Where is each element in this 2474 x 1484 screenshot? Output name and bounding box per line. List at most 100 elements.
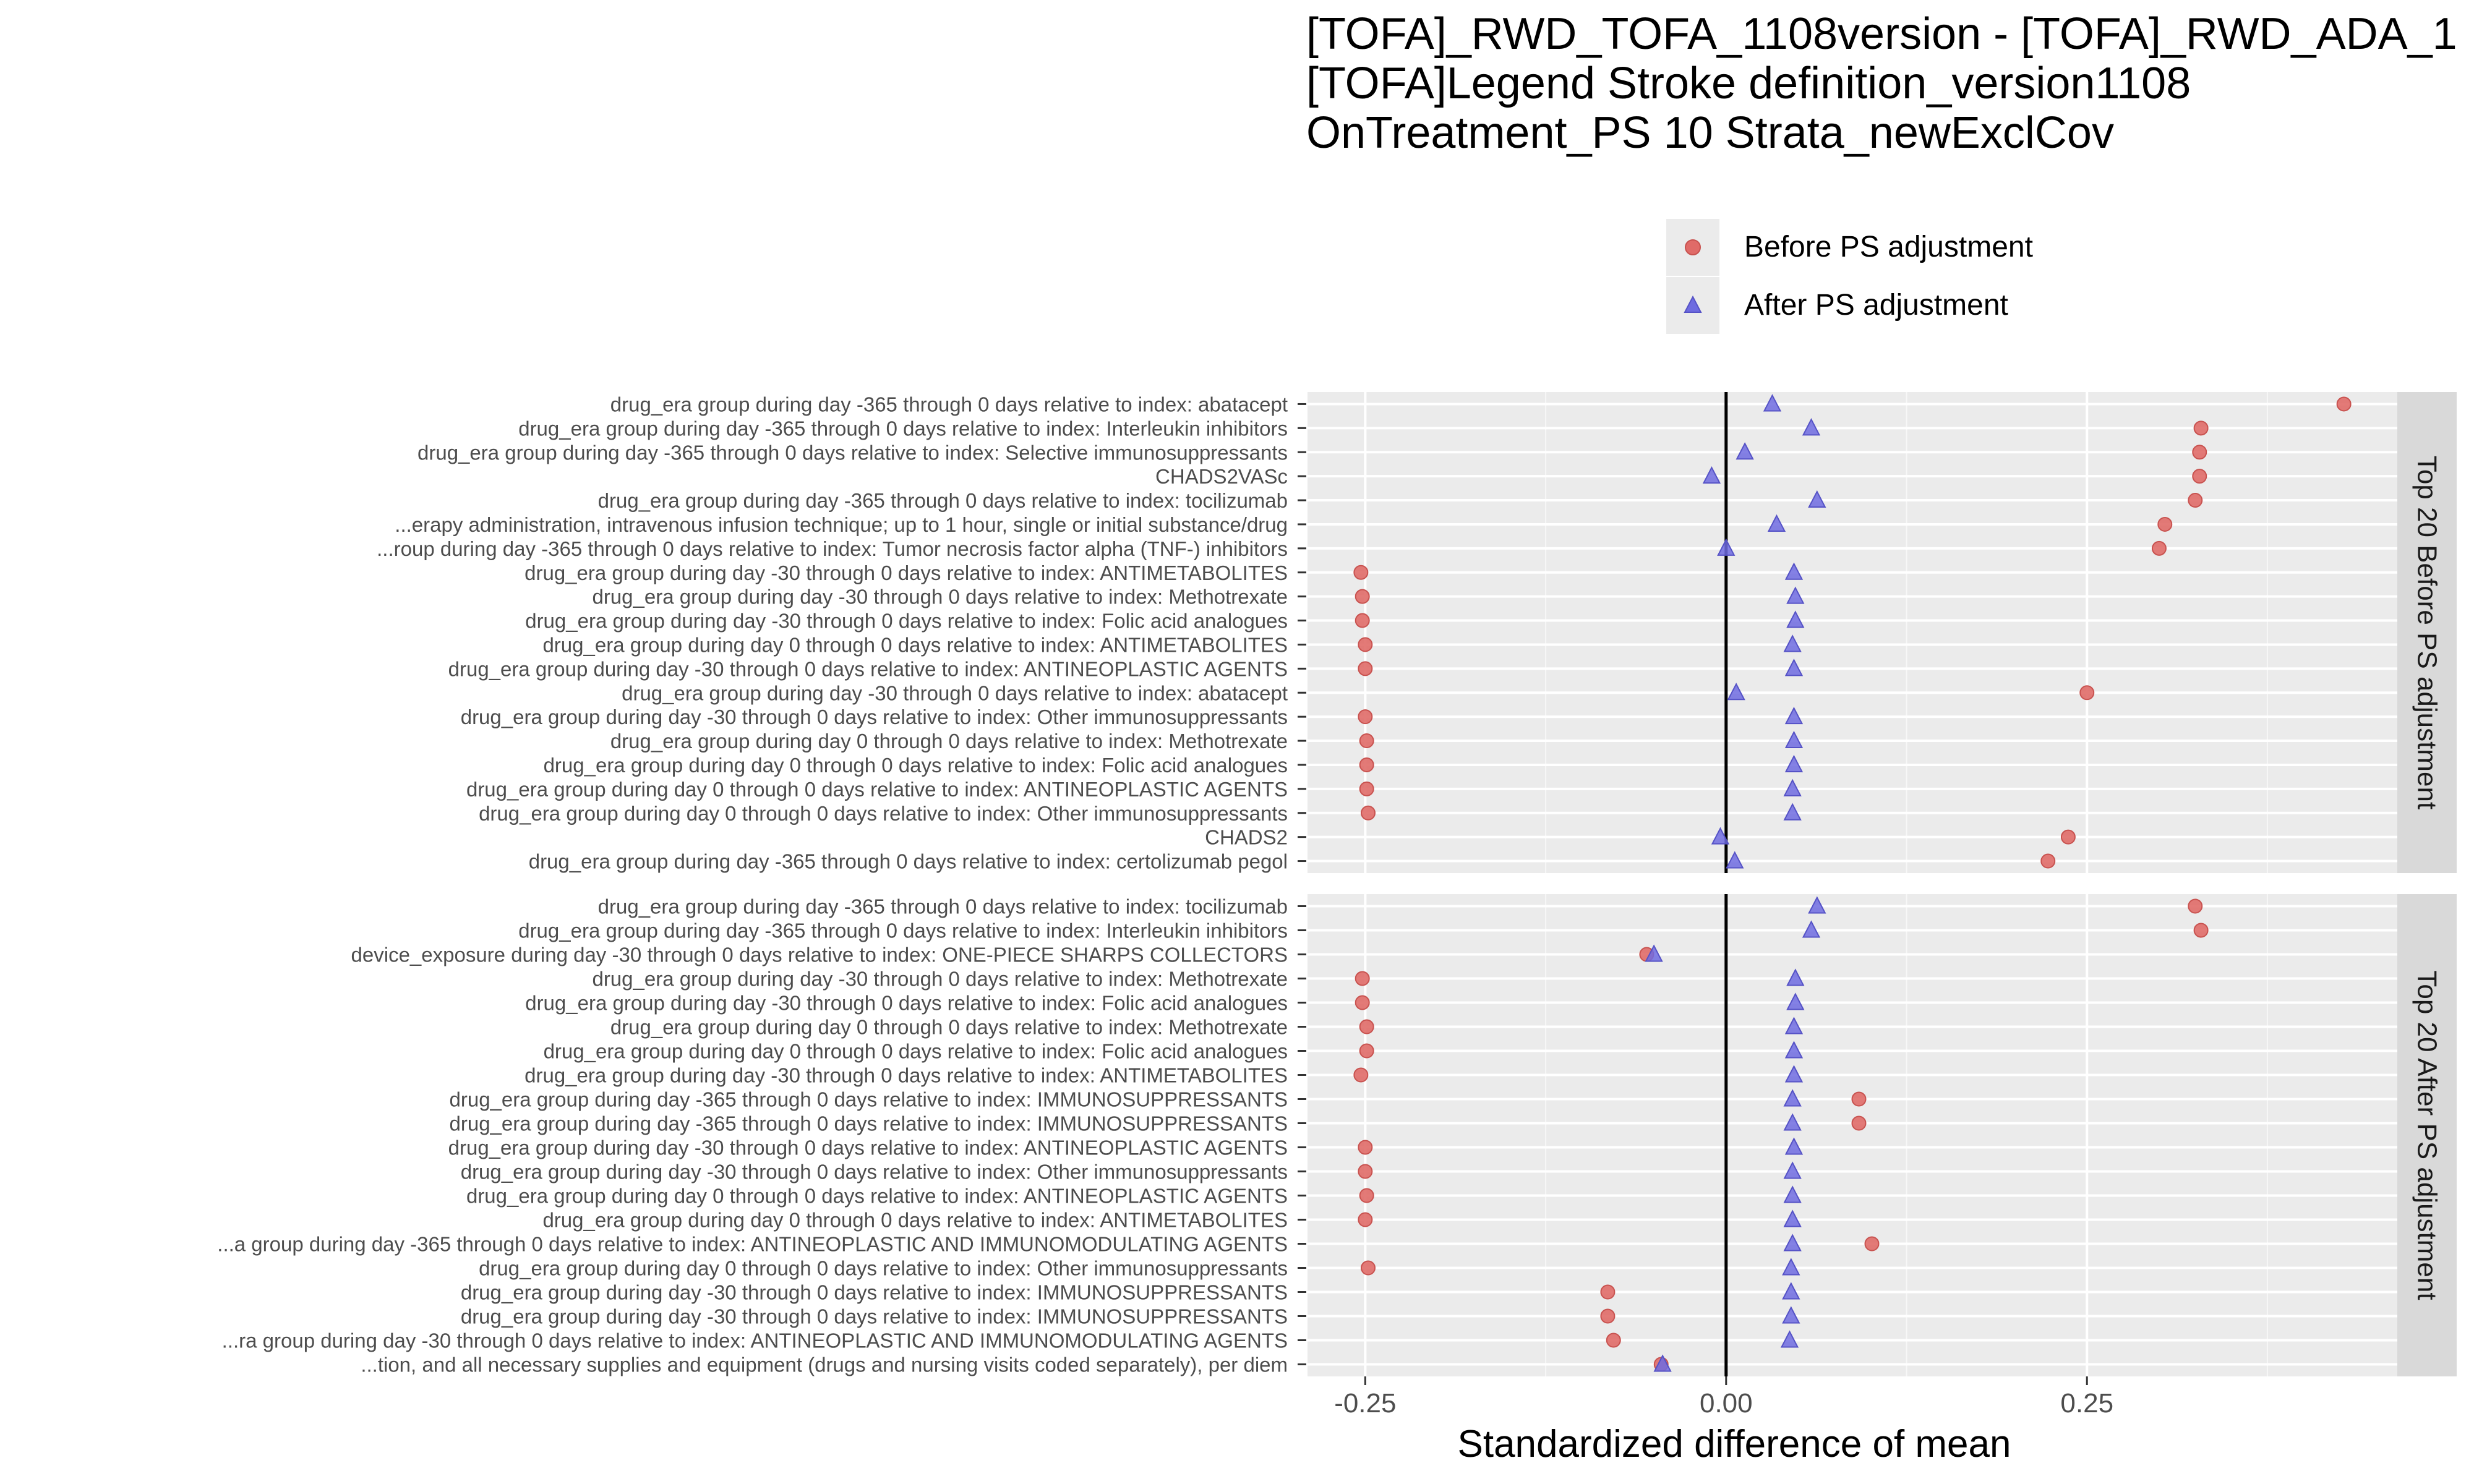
- point-before-ps: [1355, 589, 1370, 604]
- point-before-ps: [2192, 469, 2207, 484]
- point-before-ps: [1358, 661, 1373, 676]
- panel-background: [1308, 392, 2397, 873]
- legend-key-after: [1666, 277, 1719, 334]
- point-after-ps: [1783, 1113, 1802, 1131]
- point-after-ps: [1780, 1330, 1799, 1348]
- point-before-ps: [1864, 1236, 1880, 1252]
- point-before-ps: [2193, 420, 2209, 436]
- point-before-ps: [1358, 637, 1373, 652]
- point-before-ps: [1358, 1212, 1373, 1227]
- point-before-ps: [1359, 781, 1374, 796]
- point-before-ps: [2192, 445, 2207, 460]
- legend-key-before: [1666, 219, 1719, 276]
- point-before-ps: [1358, 1140, 1373, 1155]
- y-tick-label: CHADS2: [1205, 826, 1288, 849]
- y-tick-label: drug_era group during day -30 through 0 …: [461, 706, 1288, 728]
- point-after-ps: [1786, 586, 1805, 604]
- x-axis-label: Standardized difference of mean: [1457, 1423, 2011, 1465]
- y-tick-label: drug_era group during day 0 through 0 da…: [542, 633, 1288, 656]
- facet-panel-1: drug_era group during day -365 through 0…: [377, 392, 2457, 873]
- y-tick-label: drug_era group during day -30 through 0 …: [461, 1281, 1288, 1304]
- point-before-ps: [1355, 971, 1370, 986]
- panel-background: [1308, 894, 2397, 1376]
- point-before-ps: [1358, 1164, 1373, 1179]
- point-before-ps: [1355, 613, 1370, 628]
- point-before-ps: [1353, 565, 1369, 580]
- y-tick-label: CHADS2VASc: [1155, 465, 1288, 488]
- y-tick-label: drug_era group during day 0 through 0 da…: [610, 1016, 1288, 1039]
- point-before-ps: [1851, 1115, 1867, 1131]
- point-before-ps: [1359, 1019, 1374, 1034]
- point-before-ps: [1353, 1067, 1369, 1083]
- point-after-ps: [1784, 1017, 1804, 1034]
- point-after-ps: [1763, 394, 1782, 412]
- point-before-ps: [1600, 1284, 1616, 1300]
- point-after-ps: [1783, 803, 1802, 821]
- y-tick-label: drug_era group during day -365 through 0…: [598, 895, 1288, 918]
- facet-strip: [2397, 392, 2457, 873]
- point-before-ps: [2193, 923, 2209, 938]
- point-after-ps: [1808, 490, 1826, 508]
- point-before-ps: [2157, 516, 2173, 532]
- legend-label-before: Before PS adjustment: [1744, 231, 2033, 263]
- x-tick-label: -0.25: [1334, 1388, 1396, 1418]
- chart-title-line-1: [TOFA]_RWD_TOFA_1108version - [TOFA]_RWD…: [1306, 9, 2457, 59]
- y-tick-label: drug_era group during day -30 through 0 …: [448, 1136, 1288, 1159]
- point-before-ps: [1361, 805, 1376, 821]
- legend-label-after: After PS adjustment: [1744, 289, 2008, 322]
- y-tick-label: drug_era group during day -365 through 0…: [518, 919, 1288, 942]
- chart-title-line-2: [TOFA]Legend Stroke definition_version11…: [1306, 59, 2191, 108]
- point-after-ps: [1783, 1185, 1802, 1203]
- point-before-ps: [1358, 709, 1373, 725]
- y-tick-label: drug_era group during day -30 through 0 …: [524, 561, 1288, 584]
- y-tick-label: ...tion, and all necessary supplies and …: [361, 1354, 1288, 1376]
- point-before-ps: [1355, 995, 1370, 1010]
- point-after-ps: [1802, 920, 1821, 938]
- y-tick-label: ...erapy administration, intravenous inf…: [395, 513, 1288, 536]
- point-before-ps: [2040, 853, 2056, 869]
- point-after-ps: [1802, 418, 1821, 436]
- point-after-ps: [1736, 442, 1754, 460]
- y-tick-label: ...a group during day -365 through 0 day…: [217, 1233, 1288, 1256]
- y-tick-label: ...roup during day -365 through 0 days r…: [377, 537, 1288, 560]
- point-after-ps: [1786, 610, 1805, 628]
- y-tick-label: ...ra group during day -30 through 0 day…: [222, 1329, 1288, 1352]
- point-after-ps: [1727, 683, 1745, 701]
- y-tick-label: drug_era group during day 0 through 0 da…: [544, 754, 1288, 777]
- y-tick-label: drug_era group during day 0 through 0 da…: [466, 1185, 1288, 1208]
- point-after-ps: [1783, 1089, 1802, 1107]
- point-after-ps: [1783, 1234, 1802, 1252]
- point-before-ps: [1851, 1091, 1867, 1107]
- point-before-ps: [1600, 1308, 1616, 1324]
- y-tick-label: drug_era group during day -30 through 0 …: [525, 992, 1288, 1015]
- point-after-ps: [1782, 1282, 1800, 1300]
- point-before-ps: [2079, 685, 2095, 701]
- y-tick-label: drug_era group during day -30 through 0 …: [461, 1305, 1288, 1328]
- y-tick-label: drug_era group during day -30 through 0 …: [524, 1064, 1288, 1087]
- point-after-ps: [1784, 706, 1804, 725]
- point-before-ps: [1359, 757, 1374, 772]
- y-tick-label: drug_era group during day 0 through 0 da…: [479, 1257, 1288, 1280]
- point-after-ps: [1784, 754, 1804, 772]
- y-tick-label: drug_era group during day -365 through 0…: [450, 1112, 1288, 1135]
- point-before-ps: [2188, 493, 2203, 508]
- facet-panel-2: drug_era group during day -365 through 0…: [217, 894, 2457, 1376]
- facet-strip-label: Top 20 Before PS adjustment: [2412, 456, 2442, 809]
- y-tick-label: drug_era group during day -365 through 0…: [417, 441, 1288, 464]
- y-tick-label: drug_era group during day -365 through 0…: [598, 489, 1288, 512]
- y-tick-label: device_exposure during day -30 through 0…: [351, 944, 1288, 966]
- point-after-ps: [1702, 466, 1721, 484]
- point-after-ps: [1782, 1258, 1800, 1276]
- point-after-ps: [1783, 634, 1802, 652]
- point-before-ps: [1359, 1188, 1374, 1203]
- point-after-ps: [1786, 968, 1805, 986]
- point-before-ps: [1606, 1333, 1621, 1348]
- legend-triangle-icon: [1684, 295, 1702, 313]
- point-after-ps: [1784, 1041, 1804, 1059]
- point-before-ps: [1359, 1043, 1374, 1059]
- chart-title-line-3: OnTreatment_PS 10 Strata_newExclCov: [1306, 108, 2114, 158]
- y-tick-label: drug_era group during day -30 through 0 …: [592, 968, 1288, 991]
- facet-strip: [2397, 894, 2457, 1376]
- x-tick-label: 0.25: [2060, 1388, 2113, 1418]
- y-tick-label: drug_era group during day -365 through 0…: [529, 850, 1288, 873]
